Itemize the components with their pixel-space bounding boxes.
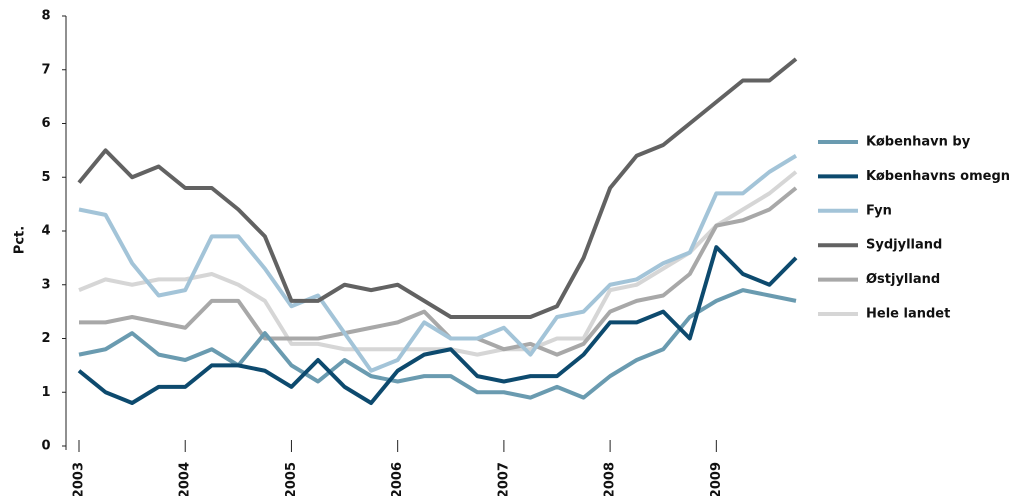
x-tick-label: 2007 [496,462,511,496]
legend-label: Hele landet [866,307,950,322]
x-tick-label: 2005 [284,462,299,496]
series-line [79,186,798,357]
series-line [78,154,798,373]
legend-label: København by [866,135,971,150]
x-tick-label: 2008 [603,462,618,496]
x-tick-label: 2009 [709,462,724,496]
legend-label: Københavns omegn [866,169,1010,184]
series-line [77,245,798,405]
legend-label: Sydjylland [866,238,942,253]
legend-label: Østjylland [866,272,940,287]
y-tick-label: 4 [41,224,50,239]
x-tick-label: 2004 [178,462,193,496]
y-axis-label: Pct. [13,226,28,254]
y-tick-label: 6 [41,116,50,131]
series-line [78,288,797,400]
y-tick-label: 3 [41,277,50,292]
y-tick-label: 1 [41,385,50,400]
y-tick-label: 2 [41,331,50,346]
y-tick-label: 5 [41,170,50,185]
y-tick-label: 7 [41,62,50,77]
series-line [78,170,798,357]
y-tick-label: 0 [41,439,50,454]
y-tick-label: 8 [41,9,50,24]
x-tick-label: 2006 [390,462,405,496]
legend-label: Fyn [866,203,892,218]
series-line [77,57,798,319]
x-tick-label: 2003 [72,462,87,496]
